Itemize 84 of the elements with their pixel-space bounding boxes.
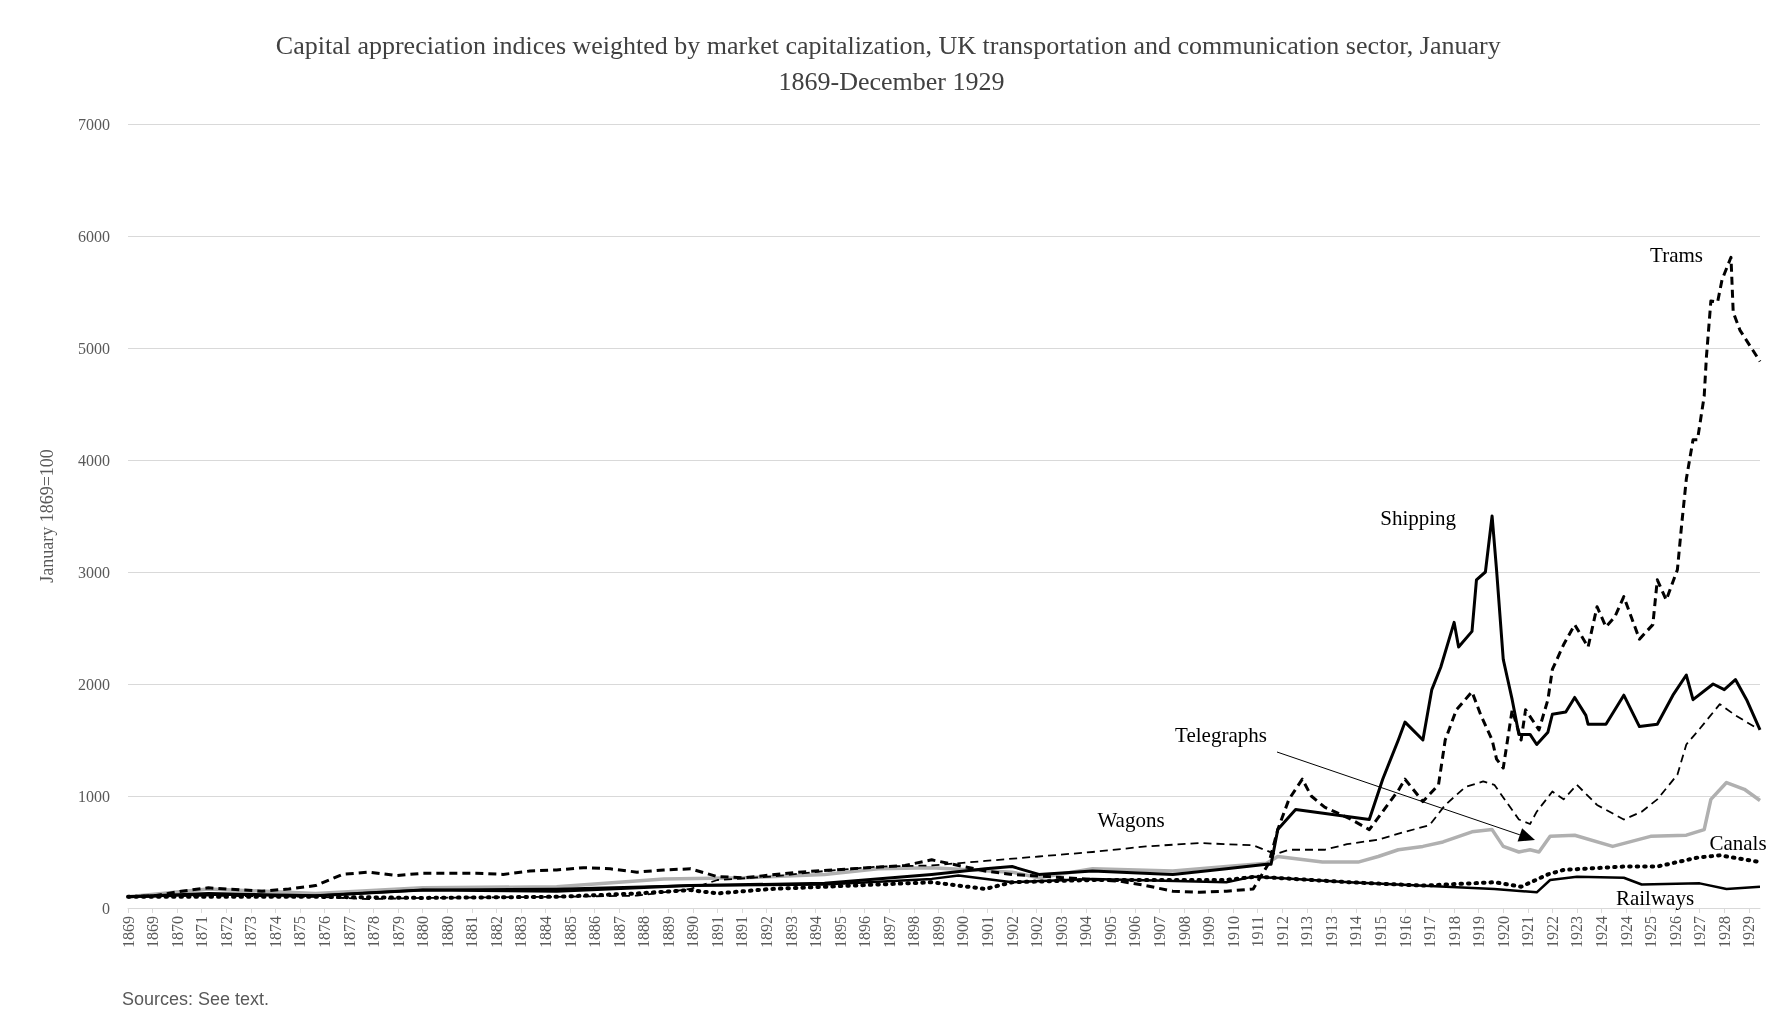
x-tick-label: 1890 [684,916,702,948]
x-tick-label: 1914 [1347,916,1365,948]
x-tick-label: 1885 [561,916,579,948]
y-tick-label: 4000 [78,451,110,469]
x-tick-label: 1881 [463,916,481,948]
x-tick-label: 1883 [512,916,530,948]
x-tick-label: 1910 [1224,916,1242,948]
text: Telegraphs [1175,723,1267,747]
x-tick-label: 1925 [1642,916,1660,948]
x-tick-label: 1892 [758,916,776,948]
x-tick-label: 1882 [487,916,505,948]
x-tick-label: 1879 [389,916,407,948]
x-tick-label: 1887 [610,916,628,948]
x-tick-label: 1923 [1568,916,1586,948]
x-tick-label: 1893 [782,916,800,948]
x-tick-label: 1919 [1470,916,1488,948]
source-note: Sources: See text. [122,989,270,1009]
x-tick-label: 1876 [315,916,333,948]
series-label: Trams [1650,243,1703,268]
x-tick-label: 1902 [1028,916,1046,948]
x-tick-label: 1902 [1003,916,1021,948]
x-tick-label: 1918 [1445,916,1463,948]
x-tick-label: 1926 [1666,916,1684,948]
x-tick-label: 1869 [144,916,162,948]
y-tick-label: 6000 [78,227,110,245]
x-tick-label: 1928 [1715,916,1733,948]
x-tick-label: 1929 [1740,916,1758,948]
x-tick-label: 1872 [217,916,235,948]
y-axis-title: January 1869=100 [37,449,57,583]
y-tick-label: 3000 [78,563,110,581]
y-tick-label: 0 [102,899,110,917]
x-tick-label: 1909 [1200,916,1218,948]
x-tick-label: 1913 [1322,916,1340,948]
x-tick-label: 1924 [1592,916,1610,948]
x-tick-label: 1895 [831,916,849,948]
x-tick-label: 1920 [1494,916,1512,948]
x-tick-label: 1900 [954,916,972,948]
x-tick-label: 1891 [708,916,726,948]
x-tick-label: 1877 [340,916,358,948]
x-tick-label: 1903 [1052,916,1070,948]
x-tick-label: 1908 [1175,916,1193,948]
x-tick-label: 1878 [365,916,383,948]
x-tick-label: 1906 [1126,916,1144,948]
series-label: Wagons [1097,808,1165,833]
x-tick-label: 1899 [929,916,947,948]
x-tick-label: 1888 [635,916,653,948]
x-tick-label: 1873 [242,916,260,948]
x-tick-label: 1917 [1421,916,1439,948]
x-tick-label: 1907 [1150,916,1168,948]
y-tick-label: 7000 [78,115,110,133]
x-tick-label: 1901 [979,916,997,948]
x-tick-label: 1869 [119,916,137,948]
x-tick-label: 1897 [880,916,898,948]
x-tick-label: 1880 [414,916,432,948]
x-tick-label: 1913 [1298,916,1316,948]
x-tick-label: 1871 [193,916,211,948]
x-tick-label: 1921 [1519,916,1537,948]
x-tick-label: 1898 [905,916,923,948]
y-tick-label: 1000 [78,787,110,805]
x-tick-label: 1870 [168,916,186,948]
x-tick-label: 1875 [291,916,309,948]
y-tick-label: 5000 [78,339,110,357]
x-tick-label: 1905 [1101,916,1119,948]
x-tick-label: 1894 [807,916,825,948]
x-tick-label: 1886 [586,916,604,948]
x-tick-label: 1904 [1077,916,1095,948]
x-tick-label: 1889 [659,916,677,948]
x-tick-label: 1911 [1249,916,1267,948]
x-tick-label: 1916 [1396,916,1414,948]
chart-title: Capital appreciation indices weighted by market capitalization, UK transportation and communication sector, January 1869-December 1929 [275,30,1508,96]
series-label: Railways [1615,885,1695,910]
series-label: Shipping [1380,506,1457,530]
x-tick-label: 1891 [733,916,751,948]
x-tick-label: 1915 [1371,916,1389,948]
x-tick-label: 1884 [536,916,554,948]
x-tick-label: 1880 [438,916,456,948]
x-tick-label: 1922 [1543,916,1561,948]
y-tick-label: 2000 [78,675,110,693]
x-tick-label: 1874 [266,916,284,948]
series-label: Canals [1709,831,1767,856]
x-tick-label: 1896 [856,916,874,948]
x-tick-label: 1912 [1273,916,1291,948]
x-tick-label: 1924 [1617,916,1635,948]
x-tick-label: 1927 [1691,916,1709,948]
